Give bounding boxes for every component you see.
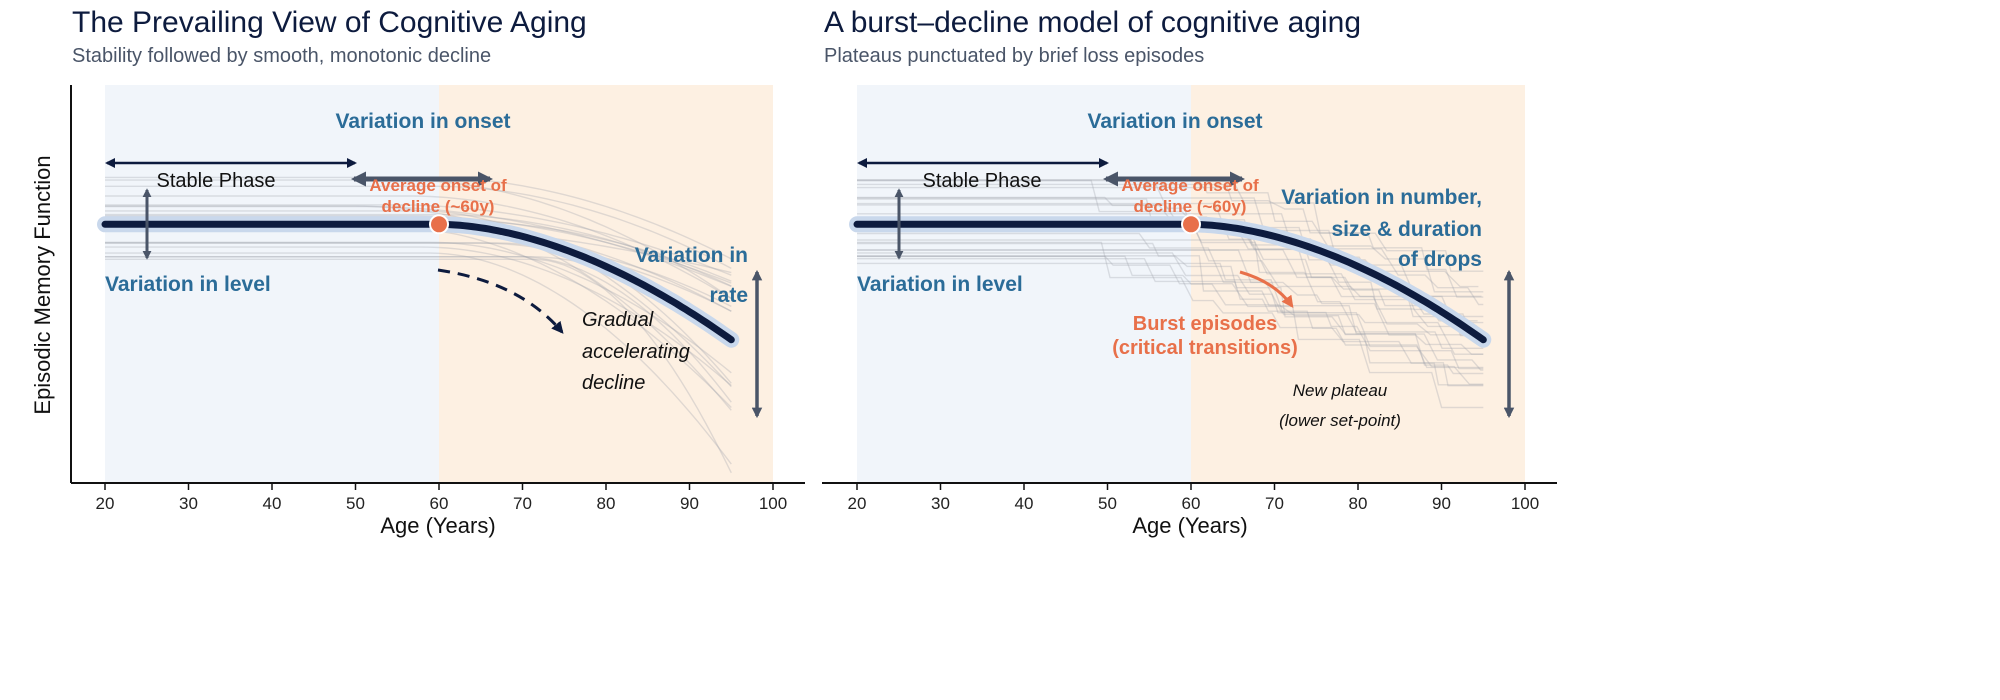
panel-subtitle: Stability followed by smooth, monotonic …	[72, 45, 491, 67]
burst-arrow	[1239, 270, 1294, 308]
x-ticks: 20 30 40 50 60 70 80 90 100	[848, 483, 1539, 513]
gradual-decline-arrow	[437, 268, 564, 334]
x-tick-label: 80	[1349, 494, 1368, 513]
panel-title: The Prevailing View of Cognitive Aging	[72, 6, 587, 39]
drops-variation-label: size & duration	[1331, 218, 1482, 241]
individual-trajectory	[105, 246, 732, 387]
x-tick-label: 70	[1265, 494, 1284, 513]
individual-trajectory	[857, 183, 1484, 272]
level-variation-label: Variation in level	[857, 273, 1023, 296]
panel-subtitle: Plateaus punctuated by brief loss episod…	[824, 45, 1204, 67]
stable-phase-label: Stable Phase	[923, 170, 1042, 192]
stable-phase-label: Stable Phase	[157, 170, 276, 192]
individual-trajectory	[857, 186, 1484, 298]
x-tick-label: 70	[513, 494, 532, 513]
x-tick-label: 30	[179, 494, 198, 513]
x-tick-label: 60	[1182, 494, 1201, 513]
x-tick-label: 40	[1015, 494, 1034, 513]
gradual-decline-label: decline	[582, 372, 645, 394]
level-variation-label: Variation in level	[105, 273, 271, 296]
x-axis-label: Age (Years)	[380, 513, 495, 538]
onset-variation-label: Variation in onset	[1087, 110, 1262, 133]
x-tick-label: 100	[1511, 494, 1539, 513]
drops-variation-label: Variation in number,	[1281, 186, 1482, 209]
individual-trajectory	[105, 205, 732, 288]
panel-prevailing-view: The Prevailing View of Cognitive Aging S…	[30, 6, 805, 538]
individual-trajectory	[105, 252, 732, 465]
x-tick-label: 80	[597, 494, 616, 513]
individual-trajectory	[105, 210, 732, 388]
stable-phase-band	[105, 85, 439, 483]
x-tick-label: 20	[96, 494, 115, 513]
individual-trajectory	[105, 215, 732, 284]
average-onset-label: decline (~60y)	[1134, 197, 1247, 216]
average-onset-label: Average onset of	[1121, 176, 1259, 195]
onset-variation-label: Variation in onset	[335, 110, 510, 133]
individual-trajectory	[105, 242, 732, 308]
drops-variation-label: of drops	[1398, 248, 1482, 271]
x-ticks: 20 30 40 50 60 70 80 90 100	[96, 483, 787, 513]
burst-episodes-label: (critical transitions)	[1112, 337, 1298, 359]
decline-phase-band	[439, 85, 773, 483]
individual-trajectory	[857, 249, 1484, 355]
x-tick-label: 90	[1432, 494, 1451, 513]
individual-trajectory	[857, 258, 1484, 369]
individual-trajectory	[105, 258, 732, 474]
individual-trajectory	[857, 232, 1484, 370]
individual-trajectory	[857, 255, 1484, 375]
burst-episodes-label: Burst episodes	[1133, 313, 1277, 335]
x-tick-label: 90	[680, 494, 699, 513]
x-axis-label: Age (Years)	[1132, 513, 1247, 538]
x-tick-label: 40	[263, 494, 282, 513]
new-plateau-label: New plateau	[1293, 381, 1388, 400]
panel-title: A burst–decline model of cognitive aging	[824, 6, 1361, 39]
x-tick-label: 50	[1098, 494, 1117, 513]
individual-trajectory	[857, 255, 1484, 409]
stable-phase-band	[857, 85, 1191, 483]
rate-variation-label: rate	[709, 284, 748, 307]
panel-burst-decline-model: A burst–decline model of cognitive aging…	[822, 6, 1557, 538]
gradual-decline-label: accelerating	[582, 341, 690, 363]
decline-phase-band	[1191, 85, 1525, 483]
x-tick-label: 60	[430, 494, 449, 513]
individual-trajectory	[857, 255, 1484, 387]
x-tick-label: 30	[931, 494, 950, 513]
individual-trajectory	[105, 241, 732, 374]
individual-trajectory	[105, 256, 732, 403]
mean-trajectory	[101, 220, 735, 344]
new-plateau-label: (lower set-point)	[1279, 411, 1401, 430]
onset-marker	[1181, 214, 1201, 235]
mean-trajectory	[853, 220, 1487, 344]
average-onset-label: decline (~60y)	[382, 197, 495, 216]
individual-trajectory	[857, 197, 1484, 306]
gradual-decline-label: Gradual	[582, 309, 654, 331]
individual-trajectory	[857, 241, 1484, 386]
average-onset-label: Average onset of	[369, 176, 507, 195]
x-tick-label: 100	[759, 494, 787, 513]
individual-trajectory	[105, 213, 732, 287]
individual-trajectory	[105, 195, 732, 300]
onset-marker	[429, 214, 449, 235]
rate-variation-label: Variation in	[635, 244, 748, 267]
individual-trajectory	[857, 262, 1484, 355]
y-axis-label: Episodic Memory Function	[30, 155, 55, 414]
x-tick-label: 50	[346, 494, 365, 513]
individual-trajectory	[857, 179, 1484, 344]
x-tick-label: 20	[848, 494, 867, 513]
individual-trajectory	[857, 179, 1484, 293]
individual-trajectory	[105, 204, 732, 276]
individual-trajectory	[857, 196, 1484, 349]
individual-trajectory	[857, 252, 1484, 385]
